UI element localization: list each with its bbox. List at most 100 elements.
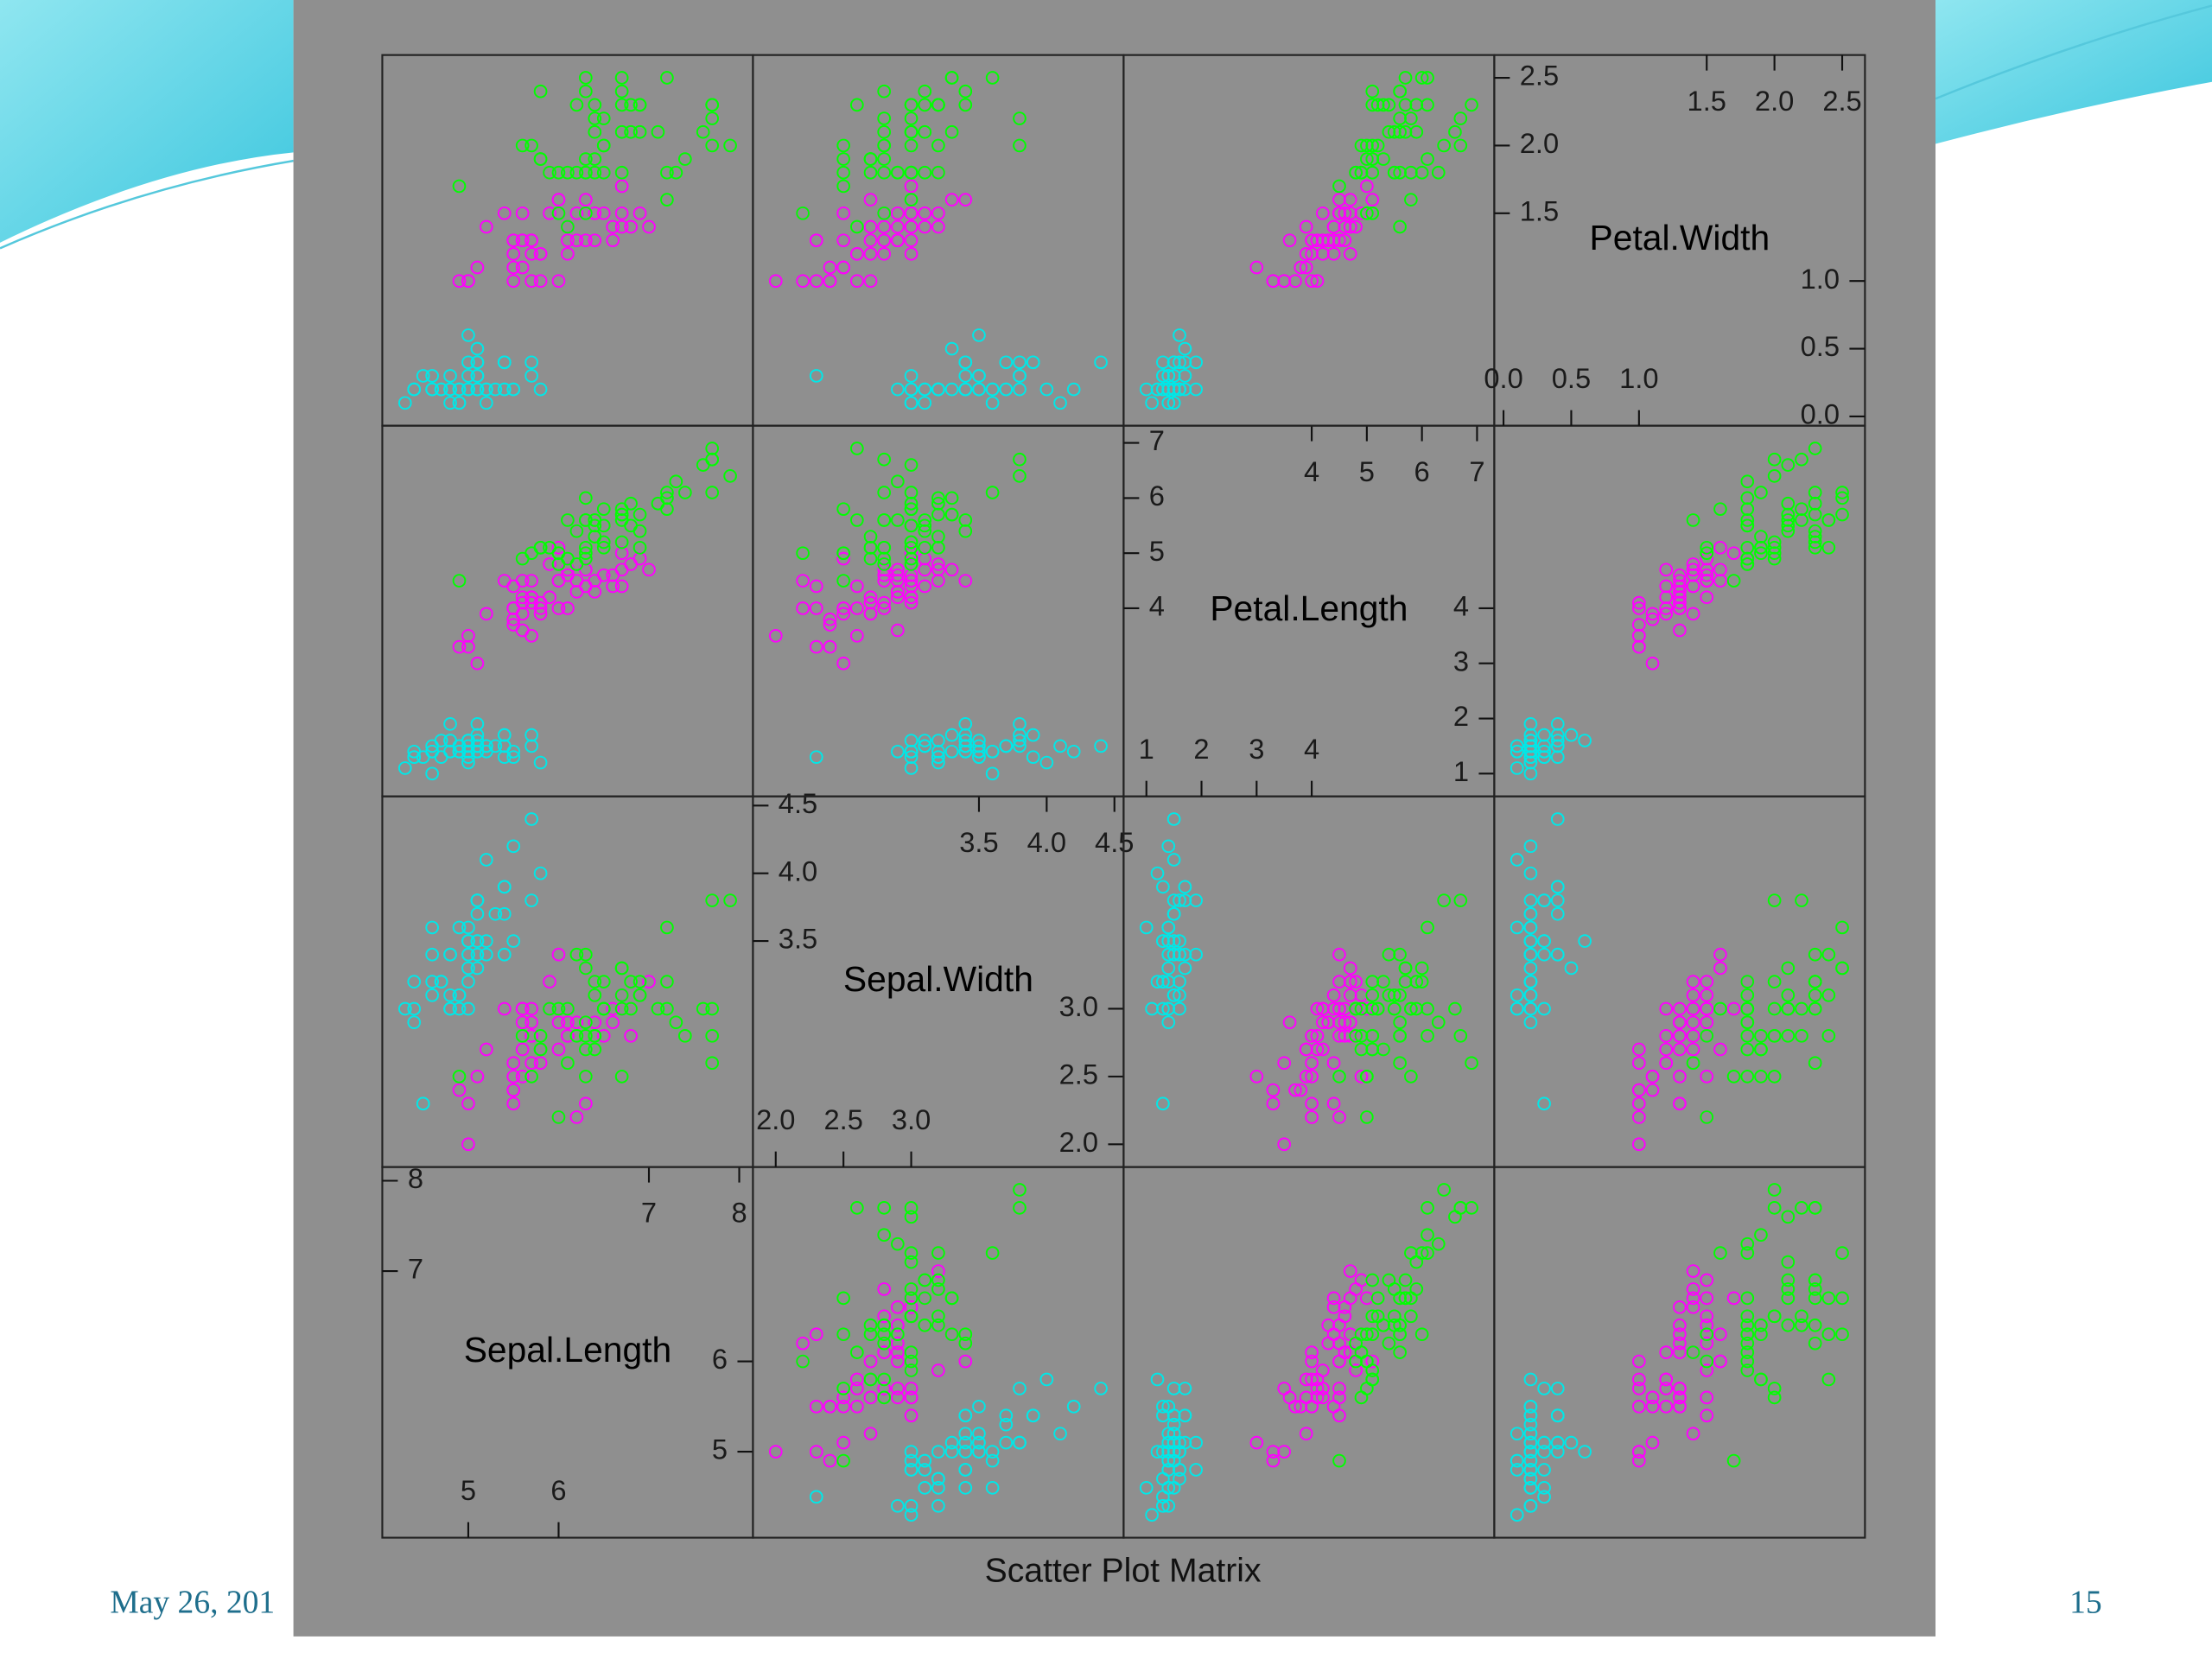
point [931,1282,945,1296]
point [1795,1318,1808,1332]
point [506,1083,521,1097]
point [985,486,1000,499]
point [904,382,918,397]
point [1161,369,1176,383]
point [1713,540,1727,555]
point [452,382,467,397]
point [850,219,864,234]
point [1686,1001,1700,1016]
point [1393,1345,1407,1359]
tick-label: 1 [1139,733,1154,765]
point [551,193,566,207]
point [1523,1481,1538,1495]
point [1266,274,1281,289]
point [1632,1096,1646,1111]
point [543,165,556,180]
point [1365,1327,1380,1342]
point [1421,1201,1434,1215]
point [1808,1001,1822,1016]
point [1523,893,1538,907]
point [1365,1363,1380,1377]
point [1523,1372,1538,1387]
point [1700,1015,1714,1029]
point [904,557,918,571]
point [1343,206,1357,220]
point [1754,1372,1768,1387]
point [850,1345,864,1359]
point [850,274,864,289]
point [985,1453,1000,1468]
point [1404,193,1418,207]
point [425,975,439,988]
point [904,590,918,605]
point [660,193,674,207]
point [1349,975,1363,988]
point [931,1481,945,1495]
point [1550,1408,1565,1423]
tick-label: 7 [1469,455,1484,487]
point [1421,71,1434,85]
point [533,247,548,261]
point [931,1309,945,1324]
point [461,920,475,935]
tick-label: 4.0 [779,855,817,887]
point [1354,1390,1369,1405]
point [918,396,932,410]
point [1382,1273,1396,1287]
point [891,744,905,759]
point [918,513,932,527]
point [497,382,512,397]
point [1700,1336,1714,1351]
point [596,206,611,220]
point [1343,247,1357,261]
point [1365,206,1380,220]
point [1453,138,1468,153]
point [958,382,973,397]
point [1523,744,1538,759]
point [524,629,538,643]
point [1659,1345,1674,1359]
point [1632,1354,1646,1369]
point [1673,1070,1687,1084]
point [561,513,575,527]
point [1795,893,1808,907]
point [506,1070,521,1084]
point [1740,1070,1755,1084]
point [958,1427,973,1441]
point [823,618,837,632]
point [1316,247,1330,261]
point [1326,1291,1341,1306]
point [1365,193,1380,207]
point [696,124,710,139]
point [863,540,878,555]
point [1835,920,1849,935]
point [723,469,737,483]
point [850,442,864,455]
point [1166,893,1181,907]
point [1700,590,1714,605]
point [1537,1481,1551,1495]
point [452,574,467,588]
point [891,1336,905,1351]
point [407,975,422,988]
point [1726,1001,1741,1016]
point [1578,1445,1592,1459]
point [1305,1096,1319,1111]
point [1326,1096,1341,1111]
point [1189,382,1203,397]
point [1053,739,1067,753]
point [1523,920,1538,935]
point [1767,1201,1782,1215]
point [1173,934,1186,948]
point [891,165,905,180]
point [1523,1453,1538,1468]
point [1659,563,1674,577]
point [1835,1246,1849,1260]
point [579,233,593,248]
point [1370,138,1385,153]
point [904,98,918,112]
point [506,839,521,854]
point [836,138,851,153]
point [1632,1042,1646,1057]
point [1700,1273,1714,1287]
